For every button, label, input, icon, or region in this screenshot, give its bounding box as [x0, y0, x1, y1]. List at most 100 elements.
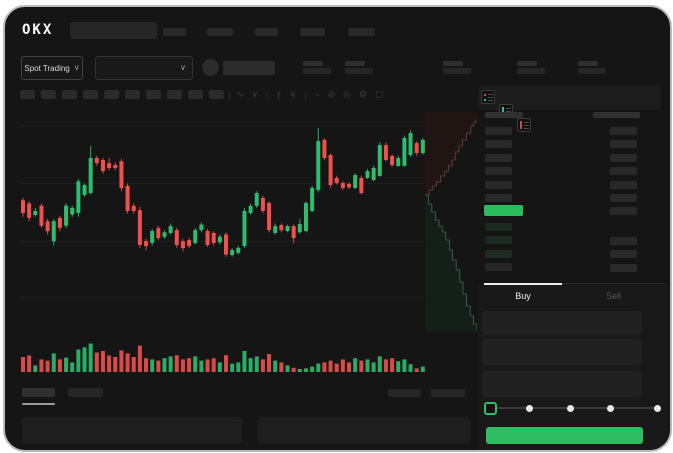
indicators-icon[interactable]: ƒ	[276, 89, 282, 100]
tool-button-placeholder[interactable]	[20, 90, 35, 99]
order-book-row[interactable]	[485, 249, 512, 258]
tool-button-placeholder[interactable]	[209, 90, 224, 99]
depth-overlay-chart	[425, 112, 477, 331]
order-book-row[interactable]	[485, 140, 512, 149]
active-tab-underline	[484, 283, 562, 285]
bottom-panel-right	[257, 417, 471, 444]
order-book-row[interactable]	[485, 263, 512, 272]
order-book-row[interactable]	[485, 153, 512, 162]
nav-item-placeholder[interactable]	[163, 28, 186, 36]
nav-item-placeholder[interactable]	[207, 28, 233, 36]
orderbook-right-header	[593, 112, 640, 118]
order-book-row[interactable]	[485, 193, 512, 202]
pair-name-placeholder	[223, 61, 275, 75]
tab-sell[interactable]: Sell	[605, 291, 621, 301]
stat-value-placeholder	[345, 68, 373, 74]
stat-value-placeholder	[443, 68, 471, 74]
tool-button-placeholder[interactable]	[125, 90, 140, 99]
bottom-tab[interactable]	[68, 388, 103, 397]
market-type-label: Spot Trading	[24, 63, 70, 73]
tool-button-placeholder[interactable]	[167, 90, 182, 99]
nav-item-placeholder[interactable]	[255, 28, 278, 36]
bottom-tab-active[interactable]	[22, 388, 55, 397]
order-book-row[interactable]	[610, 180, 637, 189]
slider-stop-dot[interactable]	[526, 405, 533, 412]
total-input[interactable]	[482, 371, 642, 397]
chevron-down-icon: ∨	[73, 63, 80, 72]
toolbar-divider	[229, 91, 230, 101]
amount-input[interactable]	[482, 339, 642, 365]
tab-bar-line	[484, 283, 665, 284]
order-book-row[interactable]	[610, 263, 637, 272]
tool-button-placeholder[interactable]	[104, 90, 119, 99]
coin-avatar[interactable]	[202, 59, 219, 76]
chart-tool-icons: ∿ ∨ | ƒ ∨ | ~ ⊘ ◎ ⚙ ▢	[236, 89, 384, 100]
compare-icon[interactable]: ⊘	[327, 89, 336, 99]
tool-button-placeholder[interactable]	[83, 90, 98, 99]
order-book-row[interactable]	[610, 207, 637, 216]
order-book-row[interactable]	[485, 223, 512, 231]
price-input[interactable]	[482, 311, 642, 335]
stat-value-placeholder	[578, 68, 606, 74]
orderbook-left-header	[485, 112, 523, 118]
tool-button-placeholder[interactable]	[146, 90, 161, 99]
orderbook-ask-rows	[485, 127, 512, 202]
slider-stop-dot[interactable]	[607, 405, 614, 412]
stat-label-placeholder	[443, 61, 463, 66]
order-book-row[interactable]	[610, 237, 637, 245]
snapshot-icon[interactable]: ◎	[343, 89, 352, 99]
orderbook-amount-rows	[610, 237, 637, 272]
divider: |	[304, 89, 307, 100]
order-book-row[interactable]	[485, 167, 512, 176]
bottom-action-placeholder[interactable]	[388, 389, 421, 397]
order-book-row[interactable]	[485, 127, 512, 135]
slider-stop-dot[interactable]	[567, 405, 574, 412]
order-book-row[interactable]	[485, 236, 512, 245]
chevron-down-icon[interactable]: ∨	[251, 89, 259, 99]
market-type-selector[interactable]: Spot Trading ∨	[21, 56, 83, 80]
chevron-down-icon: ∨	[180, 63, 186, 72]
okx-logo[interactable]: OKX	[22, 22, 54, 38]
fullscreen-icon[interactable]: ▢	[375, 89, 384, 99]
bottom-tab-underline	[22, 403, 55, 405]
stat-label-placeholder	[578, 61, 598, 66]
chevron-down-icon[interactable]: ∨	[289, 89, 297, 99]
order-book-row[interactable]	[610, 250, 637, 259]
orderbook-bid-rows	[485, 223, 512, 272]
nav-item-placeholder[interactable]	[348, 28, 375, 36]
stat-value-placeholder	[303, 68, 331, 74]
orderbook-amount-rows	[610, 127, 637, 216]
tab-buy[interactable]: Buy	[515, 291, 531, 301]
trade-panel	[478, 284, 668, 450]
bottom-panel-left	[22, 417, 242, 444]
order-book-row[interactable]	[610, 127, 637, 135]
app-window: OKX Spot Trading ∨ ∨ ∿ ∨ | ƒ ∨ | ~ ⊘ ◎ ⚙ ▢	[3, 5, 672, 452]
line-type-icon[interactable]: ∿	[236, 89, 244, 99]
sell-book-icon[interactable]	[517, 118, 531, 132]
slider-handle[interactable]	[484, 402, 497, 415]
tool-button-placeholder[interactable]	[41, 90, 56, 99]
order-book-row[interactable]	[485, 180, 512, 189]
order-book-row[interactable]	[610, 167, 637, 176]
tool-button-placeholder[interactable]	[62, 90, 77, 99]
slider-stop-dot[interactable]	[654, 405, 661, 412]
candlestick-volume-chart[interactable]	[20, 108, 426, 374]
last-price-bar[interactable]	[484, 205, 523, 216]
curve-tool-icon[interactable]: ~	[314, 89, 320, 100]
stat-label-placeholder	[345, 61, 365, 66]
header-title-placeholder	[70, 22, 157, 39]
buy-submit-button[interactable]	[486, 427, 643, 444]
stat-label-placeholder	[517, 61, 537, 66]
tool-button-placeholder[interactable]	[188, 90, 203, 99]
settings-icon[interactable]: ⚙	[359, 89, 368, 99]
divider: |	[266, 89, 269, 100]
pair-selector[interactable]: ∨	[95, 56, 193, 80]
order-book-row[interactable]	[610, 193, 637, 202]
order-book-row[interactable]	[610, 153, 637, 162]
stat-label-placeholder	[303, 61, 323, 66]
combined-book-icon[interactable]	[481, 90, 495, 104]
nav-item-placeholder[interactable]	[300, 28, 325, 36]
order-book-row[interactable]	[610, 140, 637, 149]
stat-value-placeholder	[517, 68, 545, 74]
bottom-action-placeholder[interactable]	[431, 389, 465, 397]
